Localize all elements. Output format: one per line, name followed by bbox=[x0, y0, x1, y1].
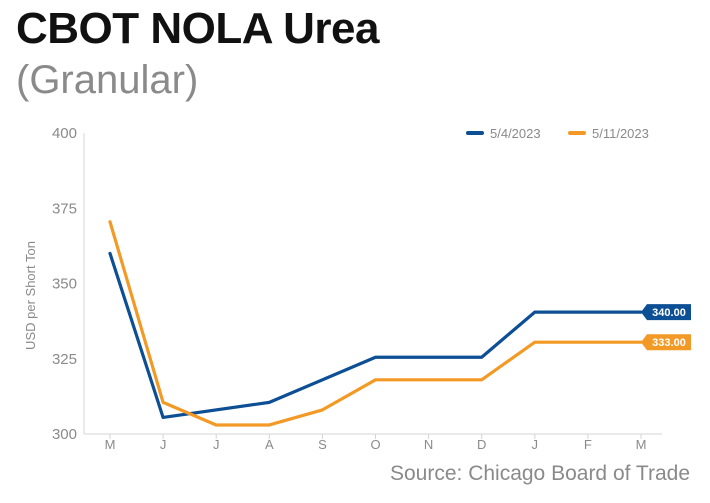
y-tick-label: 325 bbox=[52, 351, 77, 368]
x-tick-label: O bbox=[370, 437, 380, 452]
x-tick-label: N bbox=[424, 437, 433, 452]
y-tick-label: 375 bbox=[52, 200, 77, 217]
end-label-tag-1 bbox=[641, 304, 691, 321]
axes-layer: 300 325 350 375 400 M J J A S O N D J F M USD per Short … bbox=[23, 125, 662, 452]
legend: 5/4/2023 5/11/2023 bbox=[466, 126, 649, 141]
source-note: Source: Chicago Board of Trade bbox=[389, 462, 690, 485]
y-tick-label: 300 bbox=[52, 426, 77, 443]
x-tick-label: M bbox=[105, 437, 116, 452]
x-tick-label: A bbox=[265, 437, 274, 452]
x-tick-label: F bbox=[584, 437, 592, 452]
end-labels: 340.00 333.00 bbox=[641, 304, 691, 351]
y-tick-label: 400 bbox=[52, 125, 77, 142]
x-tick-label: M bbox=[636, 437, 647, 452]
end-label-tag-2 bbox=[641, 334, 691, 351]
x-tick-label: J bbox=[532, 437, 539, 452]
series-line-2 bbox=[108, 220, 643, 427]
chart-title: CBOT NOLA Urea bbox=[16, 4, 379, 53]
chart-subtitle: (Granular) bbox=[16, 58, 199, 102]
series-layer bbox=[108, 220, 643, 427]
x-tick-label: D bbox=[477, 437, 486, 452]
x-tick-label: J bbox=[160, 437, 167, 452]
legend-label-1: 5/4/2023 bbox=[490, 126, 541, 141]
legend-label-2: 5/11/2023 bbox=[592, 126, 649, 141]
x-tick-label: S bbox=[318, 437, 327, 452]
y-axis-label: USD per Short Ton bbox=[23, 241, 38, 350]
end-label-value-1: 340.00 bbox=[652, 307, 686, 319]
end-label-value-2: 333.00 bbox=[652, 337, 686, 349]
y-tick-label: 350 bbox=[52, 276, 77, 293]
x-tick-label: J bbox=[213, 437, 220, 452]
series-line-1 bbox=[108, 251, 643, 420]
